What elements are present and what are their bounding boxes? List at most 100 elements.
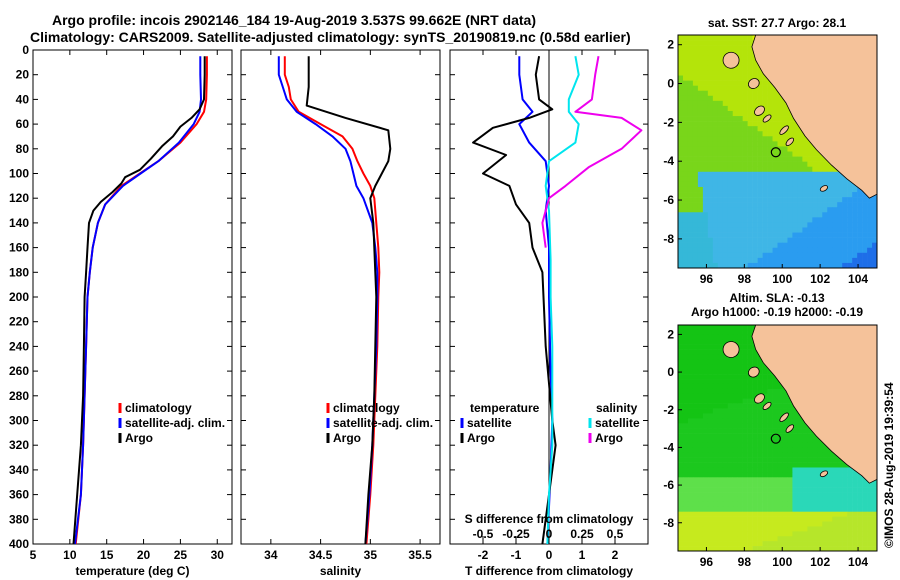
y-tick-label: 320 [9, 438, 29, 452]
sst-map-island [779, 125, 789, 135]
salinity-profile-series-2 [305, 56, 392, 545]
temperature-profile-series-1 [74, 56, 202, 545]
legend-t-satellite-label: satellite [467, 416, 512, 430]
y-tick-label: 260 [9, 364, 29, 378]
temperature-profile-series-2 [72, 56, 206, 545]
salinity-profile-legend-2-label: Argo [333, 431, 361, 445]
map-y-tick-label: -8 [663, 516, 674, 530]
y-tick-label: 220 [9, 315, 29, 329]
y-tick-label: 380 [9, 512, 29, 526]
x-tick-label: 30 [211, 548, 225, 562]
s-tick-label: 0.5 [607, 527, 624, 541]
legend-t-argo-label: Argo [467, 431, 495, 445]
difference-profile-xlabel: T difference from climatology [465, 564, 633, 578]
map-y-tick-label: -8 [663, 232, 674, 246]
x-tick-label: 2 [612, 548, 619, 562]
title-line-1: Argo profile: incois 2902146_184 19-Aug-… [52, 12, 536, 28]
sst-map-island [785, 137, 795, 146]
x-tick-label: 35 [364, 548, 378, 562]
sst-map-island [762, 114, 772, 123]
map-y-tick-label: 2 [667, 38, 674, 52]
legend-s-satellite-label: satellite [595, 416, 640, 430]
y-tick-label: 160 [9, 241, 29, 255]
map-x-tick-label: 100 [772, 555, 792, 569]
map-y-tick-label: 2 [667, 327, 674, 341]
x-tick-label: 1 [579, 548, 586, 562]
sst-map-frame [677, 34, 878, 269]
sla-map-title-1: Altim. SLA: -0.13 [729, 291, 825, 305]
map-y-tick-label: 0 [667, 365, 674, 379]
salinity-profile-panel: 34 34.5 35 35.5 salinity climatologysatellite… [240, 49, 441, 578]
sla-map-panel: 96 98 100 102 104 -8 -6 -4 -2 0 2 Altim. SLA: -0.13… [663, 291, 878, 569]
title-line-2: Climatology: CARS2009. Satellite-adjuste… [30, 29, 631, 45]
sla-map-field [678, 325, 877, 551]
y-tick-label: 40 [16, 92, 30, 106]
y-tick-label: 60 [16, 117, 30, 131]
map-y-tick-label: -6 [663, 193, 674, 207]
s-tick-label: 0.25 [570, 527, 594, 541]
y-tick-label: 20 [16, 68, 30, 82]
x-tick-label: 10 [63, 548, 77, 562]
y-tick-label: 120 [9, 191, 29, 205]
y-tick-label: 0 [22, 43, 29, 57]
sst-map-island [754, 105, 765, 116]
x-tick-label: -1 [511, 548, 522, 562]
salinity-profile-legend-1-label: satellite-adj. clim. [333, 416, 433, 430]
sla-map-island [747, 366, 760, 378]
sla-map-island [754, 393, 765, 404]
salinity-profile-legend-0-label: climatology [333, 401, 400, 415]
temperature-profile-legend-1-label: satellite-adj. clim. [125, 416, 225, 430]
sla-map-title-2: Argo h1000: -0.19 h2000: -0.19 [691, 305, 863, 319]
temperature-profile-xlabel: temperature (deg C) [75, 564, 189, 578]
y-tick-label: 280 [9, 389, 29, 403]
map-y-tick-label: -2 [663, 115, 674, 129]
y-tick-label: 180 [9, 265, 29, 279]
legend-temperature-title: temperature [470, 401, 540, 415]
map-x-tick-label: 98 [738, 555, 752, 569]
temperature-profile-panel: 0 20 40 60 80 100 120 140 160 180 200 220 240 260 280 3… [9, 43, 233, 578]
sla-map-argo-marker [770, 433, 781, 444]
map-y-tick-label: -2 [663, 403, 674, 417]
sst-map-island [819, 185, 828, 192]
map-x-tick-label: 96 [700, 555, 714, 569]
s-tick-label: -0.5 [473, 527, 494, 541]
sla-map-island [785, 424, 795, 433]
legend-s-argo-label: Argo [595, 431, 623, 445]
salinity-profile-xlabel: salinity [320, 564, 362, 578]
difference-xlabel-top: S difference from climatology [465, 512, 634, 526]
sst-map-panel: 96 98 100 102 104 -8 -6 -4 -2 0 2 sat. SST: 27.7 Ar… [663, 16, 878, 286]
x-tick-label: 34 [264, 548, 278, 562]
difference-profile-panel: -2 -1 0 1 2 T difference from climatology temp… [449, 49, 649, 578]
difference-profile-series-2 [544, 56, 580, 545]
sla-map-island [762, 401, 772, 410]
sla-map-island [722, 341, 740, 358]
x-tick-label: 20 [137, 548, 151, 562]
map-y-tick-label: -6 [663, 478, 674, 492]
map-x-tick-label: 104 [848, 272, 868, 286]
map-x-tick-label: 102 [810, 272, 830, 286]
s-tick-label: -0.25 [502, 527, 530, 541]
sst-map-field [678, 35, 877, 268]
y-tick-label: 300 [9, 414, 29, 428]
s-tick-label: 0 [546, 527, 553, 541]
y-tick-label: 240 [9, 339, 29, 353]
x-tick-label: 34.5 [309, 548, 333, 562]
temperature-profile-legend-0-label: climatology [125, 401, 192, 415]
sst-map-land [751, 35, 877, 199]
sst-map-argo-marker [770, 147, 781, 158]
map-y-tick-label: -4 [663, 154, 674, 168]
y-tick-label: 80 [16, 142, 30, 156]
sla-map-frame [677, 324, 878, 552]
map-x-tick-label: 100 [772, 272, 792, 286]
difference-profile-series-3 [541, 56, 643, 248]
y-tick-label: 140 [9, 216, 29, 230]
sla-map-land [751, 325, 877, 484]
x-tick-label: -2 [478, 548, 489, 562]
temperature-profile-frame [32, 49, 233, 545]
map-x-tick-label: 104 [848, 555, 868, 569]
map-x-tick-label: 96 [700, 272, 714, 286]
temperature-profile-legend-2-label: Argo [125, 431, 153, 445]
legend-salinity-title: salinity [596, 401, 638, 415]
sst-map-island [722, 51, 740, 69]
